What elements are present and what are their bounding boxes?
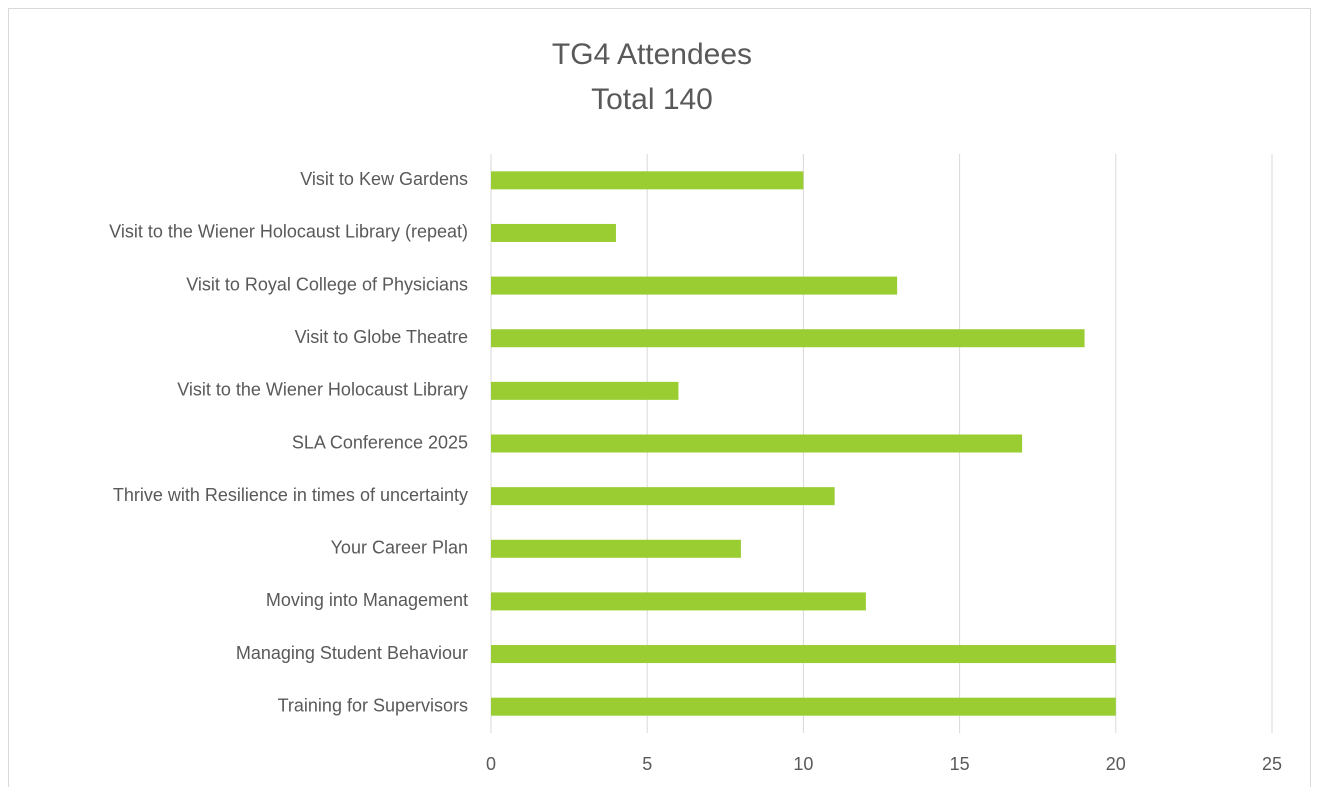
x-tick-label: 15 [950, 754, 970, 774]
x-tick-label: 10 [793, 754, 813, 774]
chart-subtitle: Total 140 [591, 83, 713, 116]
bar [491, 434, 1023, 453]
y-tick-label: Visit to Royal College of Physicians [186, 274, 468, 294]
y-tick-label: Thrive with Resilience in times of uncer… [113, 485, 468, 505]
chart-title: TG4 Attendees [552, 38, 752, 71]
y-tick-label: Visit to Kew Gardens [300, 169, 468, 189]
y-tick-label: Your Career Plan [331, 538, 468, 558]
y-tick-label: Visit to the Wiener Holocaust Library [177, 380, 468, 400]
bar [491, 645, 1116, 664]
bar [491, 223, 616, 242]
bar [491, 276, 898, 295]
x-tick-label: 5 [642, 754, 652, 774]
x-tick-label: 0 [486, 754, 496, 774]
y-tick-label: Visit to the Wiener Holocaust Library (r… [109, 222, 468, 242]
y-tick-label: Training for Supervisors [278, 695, 468, 715]
bar [491, 539, 741, 558]
x-tick-label: 25 [1262, 754, 1282, 774]
bar [491, 697, 1116, 716]
y-tick-label: Visit to Globe Theatre [295, 327, 468, 347]
bar [491, 487, 835, 506]
x-tick-label: 20 [1106, 754, 1126, 774]
y-tick-label: Managing Student Behaviour [236, 643, 468, 663]
y-tick-label: SLA Conference 2025 [292, 432, 468, 452]
bar [491, 381, 679, 400]
bar [491, 592, 866, 611]
y-tick-label: Moving into Management [266, 590, 468, 610]
bar [491, 329, 1085, 348]
bar [491, 171, 804, 190]
